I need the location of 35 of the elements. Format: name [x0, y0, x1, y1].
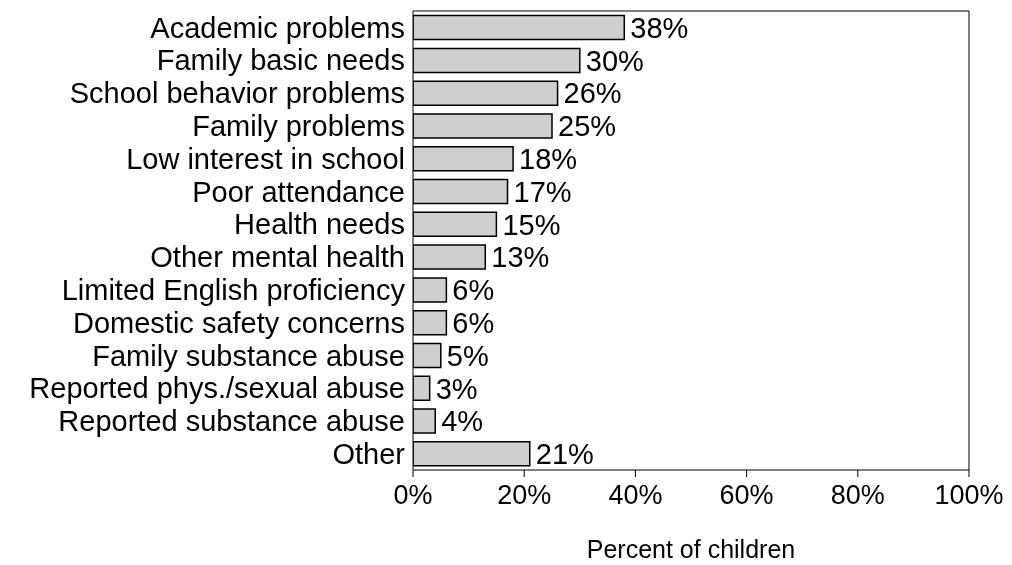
y-tick-label: Low interest in school	[126, 142, 405, 175]
x-tick-label: 40%	[608, 480, 663, 511]
x-tick-label: 0%	[393, 480, 433, 511]
y-tick-label: Limited English proficiency	[61, 273, 406, 306]
x-tick-label: 80%	[830, 480, 885, 511]
y-tick-label: Poor attendance	[192, 175, 405, 208]
y-tick-label: Other mental health	[150, 241, 405, 274]
x-axis-title: Percent of children	[586, 535, 796, 563]
data-label: 21%	[535, 438, 594, 471]
data-label: 6%	[452, 274, 495, 307]
data-label: 30%	[585, 44, 644, 77]
x-tick-label: 60%	[719, 480, 774, 511]
y-tick-label: Reported phys./sexual abuse	[29, 372, 405, 405]
data-label: 4%	[441, 405, 484, 438]
y-tick-label: Family substance abuse	[92, 339, 405, 372]
data-label: 26%	[563, 77, 622, 110]
data-label: 17%	[513, 175, 572, 208]
data-label: 15%	[502, 208, 561, 241]
data-label: 3%	[435, 372, 478, 405]
y-tick-label: Family problems	[192, 110, 405, 143]
x-tick-label: 100%	[934, 480, 1004, 511]
x-tick-label: 20%	[497, 480, 552, 511]
y-tick-label: Family basic needs	[156, 44, 405, 77]
y-tick-label: Domestic safety concerns	[72, 306, 405, 339]
y-tick-label: Health needs	[234, 208, 405, 241]
data-label: 38%	[630, 11, 689, 44]
data-label: 5%	[446, 339, 489, 372]
y-tick-label: School behavior problems	[69, 77, 405, 110]
data-label: 18%	[519, 143, 578, 176]
data-label: 13%	[491, 241, 550, 274]
y-tick-label: Reported substance abuse	[58, 405, 405, 438]
y-tick-label: Academic problems	[150, 11, 405, 44]
data-label: 25%	[558, 110, 617, 143]
y-tick-label: Other	[332, 437, 406, 470]
data-label: 6%	[452, 306, 495, 339]
